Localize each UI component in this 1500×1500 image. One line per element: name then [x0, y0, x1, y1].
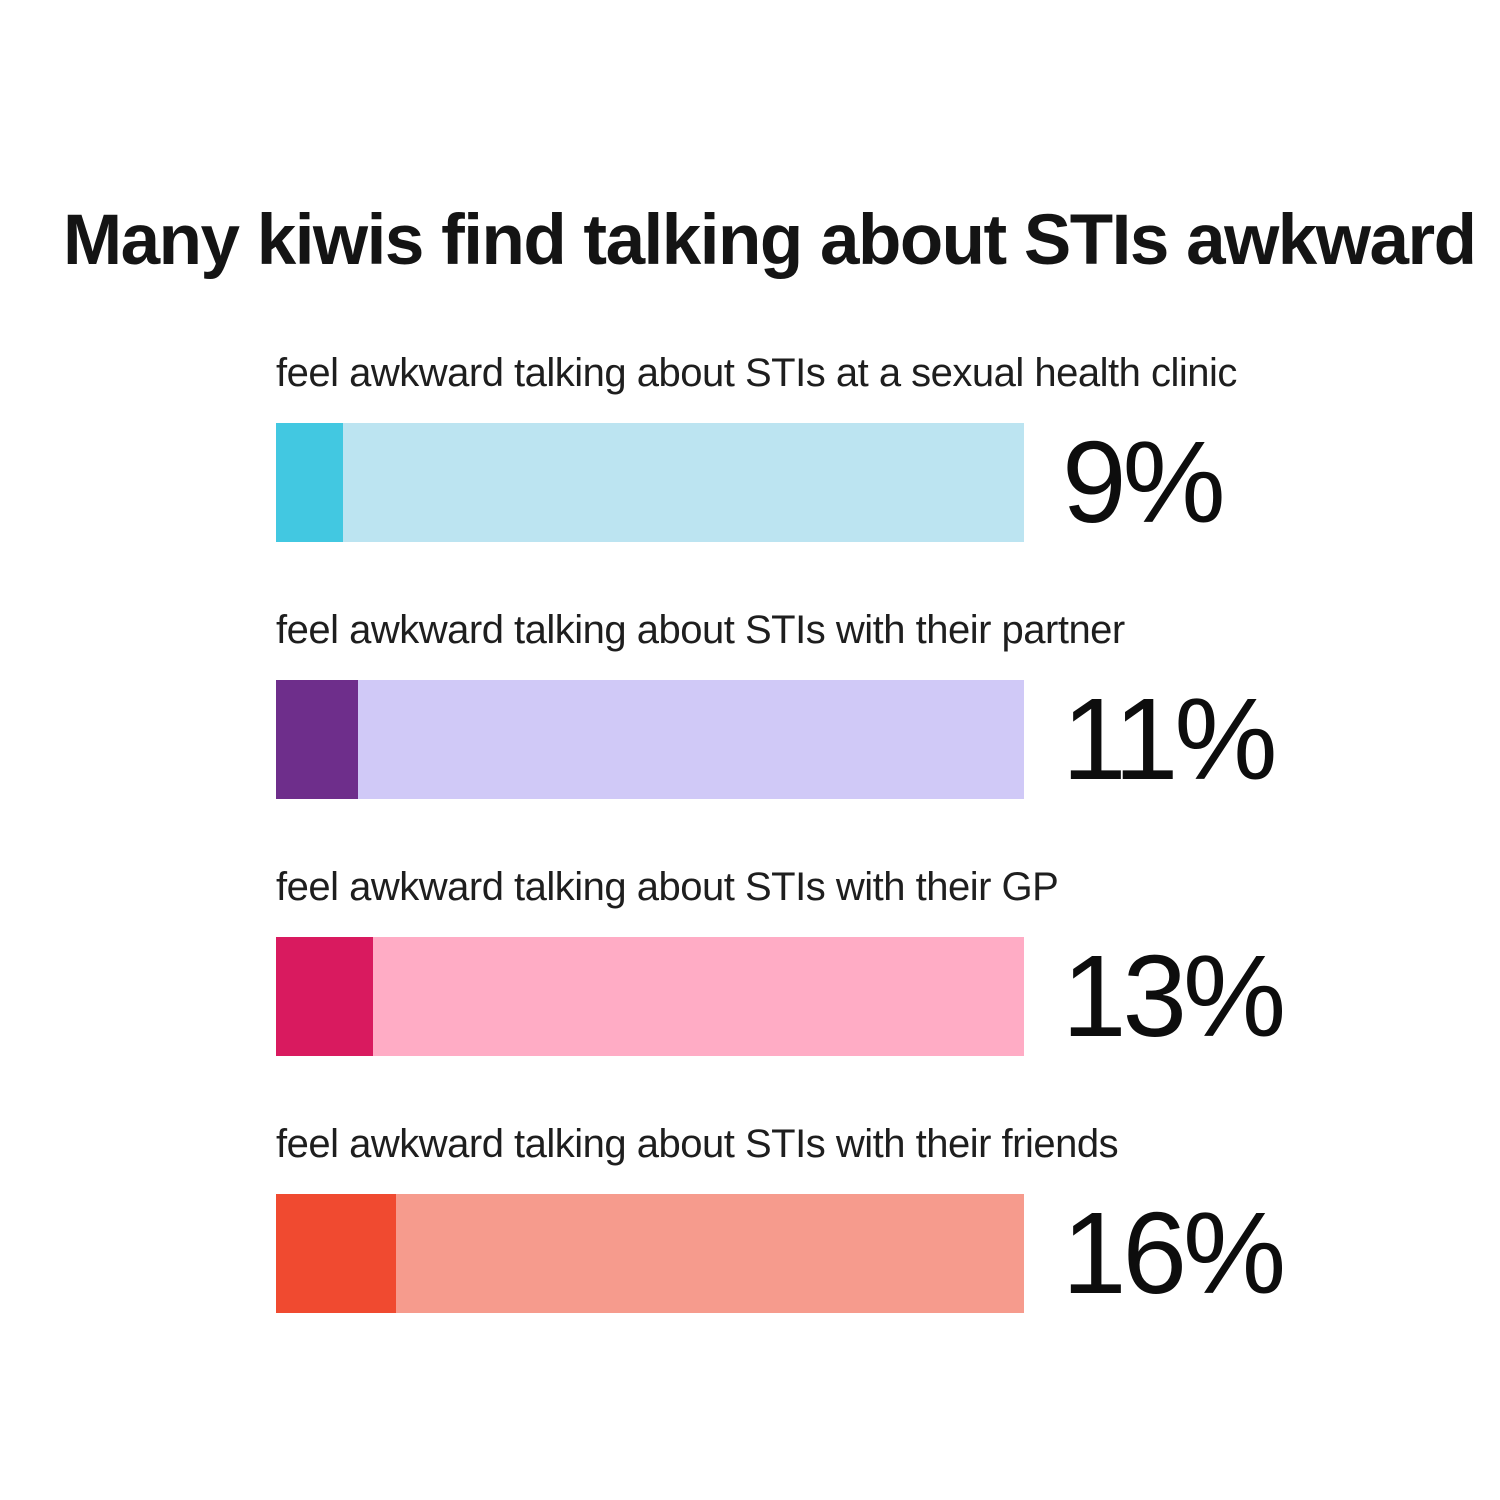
bar-label: feel awkward talking about STIs with the…: [276, 1122, 1119, 1166]
bar-track: [276, 937, 1024, 1056]
bar-fill-segment: [276, 423, 344, 542]
bar-track: [276, 680, 1024, 799]
bar-track: [276, 1194, 1024, 1313]
bar-fill-segment: [276, 680, 359, 799]
value-label: 11%: [1062, 674, 1278, 804]
chart-title: Many kiwis find talking about STIs awkwa…: [63, 200, 1477, 280]
bar-fill-segment: [276, 937, 374, 1056]
bar-track: [276, 423, 1024, 542]
bar-label: feel awkward talking about STIs at a sex…: [276, 351, 1237, 395]
bar-label: feel awkward talking about STIs with the…: [276, 865, 1059, 909]
bar-fill-segment: [276, 1194, 396, 1313]
bar-label: feel awkward talking about STIs with the…: [276, 608, 1125, 652]
bar-row-friends: feel awkward talking about STIs with the…: [276, 1120, 1286, 1313]
bar-row-gp: feel awkward talking about STIs with the…: [276, 863, 1286, 1056]
value-label: 9%: [1062, 417, 1226, 547]
bar-row-partner: feel awkward talking about STIs with the…: [276, 606, 1278, 799]
value-label: 13%: [1062, 931, 1286, 1061]
value-label: 16%: [1062, 1188, 1286, 1318]
bar-row-clinic: feel awkward talking about STIs at a sex…: [276, 349, 1237, 542]
